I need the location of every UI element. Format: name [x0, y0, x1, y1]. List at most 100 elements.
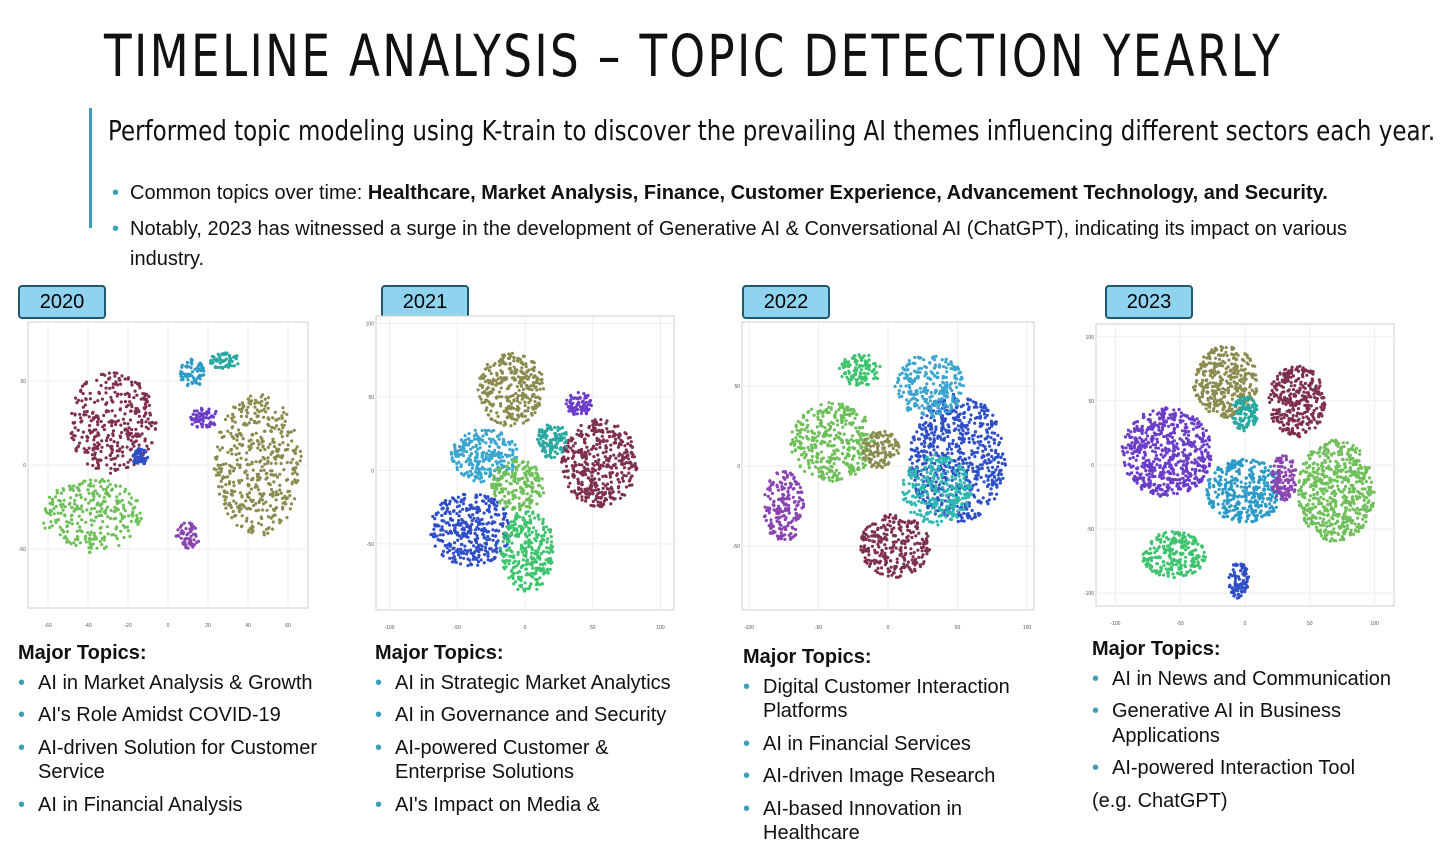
scatter-point [786, 504, 789, 507]
scatter-point [84, 537, 87, 540]
scatter-point [498, 483, 501, 486]
scatter-point [119, 530, 122, 533]
scatter-point [93, 401, 96, 404]
scatter-point [818, 475, 821, 478]
scatter-point [567, 485, 570, 488]
scatter-point [109, 472, 112, 475]
scatter-point [500, 380, 503, 383]
scatter-point [245, 458, 248, 461]
scatter-point [519, 486, 522, 489]
scatter-point [887, 574, 890, 577]
topic-item: AI in Strategic Market Analytics [375, 671, 705, 695]
scatter-point [951, 442, 954, 445]
scatter-point [256, 401, 259, 404]
scatter-point [973, 477, 976, 480]
scatter-point [986, 453, 989, 456]
scatter-point [293, 468, 296, 471]
scatter-point [954, 427, 957, 430]
scatter-point [254, 486, 257, 489]
scatter-point [88, 429, 91, 432]
scatter-point [495, 460, 498, 463]
scatter-point [540, 542, 543, 545]
scatter-point [895, 547, 898, 550]
scatter-point [606, 430, 609, 433]
scatter-point [960, 519, 963, 522]
scatter-point [232, 499, 235, 502]
scatter-point [494, 534, 497, 537]
scatter-point [572, 466, 575, 469]
scatter-point [550, 428, 553, 431]
scatter-point [86, 439, 89, 442]
scatter-point [618, 481, 621, 484]
scatter-point [459, 556, 462, 559]
scatter-point [506, 465, 509, 468]
scatter-point [118, 464, 121, 467]
scatter-point [522, 421, 525, 424]
scatter-point [285, 413, 288, 416]
scatter-point [248, 439, 251, 442]
scatter-point [100, 446, 103, 449]
scatter-point [619, 434, 622, 437]
scatter-point [281, 441, 284, 444]
scatter-point [523, 521, 526, 524]
scatter-point [236, 505, 239, 508]
scatter-point [134, 390, 137, 393]
scatter-point [488, 369, 491, 372]
scatter-point [797, 420, 800, 423]
scatter-point [550, 535, 553, 538]
scatter-point [129, 535, 132, 538]
scatter-point [581, 474, 584, 477]
scatter-point [513, 366, 516, 369]
scatter-point [849, 463, 852, 466]
scatter-point [138, 434, 141, 437]
scatter-point [968, 515, 971, 518]
scatter-point [74, 507, 77, 510]
scatter-point [947, 429, 950, 432]
scatter-point [78, 442, 81, 445]
scatter-point [123, 422, 126, 425]
scatter-point [82, 413, 85, 416]
scatter-point [497, 471, 500, 474]
scatter-point [872, 531, 875, 534]
scatter-point [115, 420, 118, 423]
scatter-point [469, 470, 472, 473]
scatter-point [485, 472, 488, 475]
scatter-point [273, 456, 276, 459]
scatter-point [127, 437, 130, 440]
scatter-point [596, 439, 599, 442]
scatter-point [478, 519, 481, 522]
scatter-point [259, 449, 262, 452]
scatter-point [787, 521, 790, 524]
scatter-point [115, 372, 118, 375]
scatter-point [993, 438, 996, 441]
scatter-point [825, 433, 828, 436]
scatter-point [475, 511, 478, 514]
scatter-point [223, 503, 226, 506]
scatter-point [500, 487, 503, 490]
scatter-point [145, 445, 148, 448]
scatter-point [271, 493, 274, 496]
scatter-point [462, 557, 465, 560]
scatter-point [236, 439, 239, 442]
scatter-point [499, 422, 502, 425]
scatter-point [209, 362, 212, 365]
scatter-point [257, 488, 260, 491]
scatter-point [284, 502, 287, 505]
scatter-point [503, 495, 506, 498]
scatter-point [541, 487, 544, 490]
scatter-point [273, 509, 276, 512]
scatter-point [269, 483, 272, 486]
scatter-point [830, 408, 833, 411]
scatter-point [299, 459, 302, 462]
scatter-point [77, 507, 80, 510]
scatter-point [89, 478, 92, 481]
scatter-point [228, 364, 231, 367]
scatter-point [446, 521, 449, 524]
scatter-point [96, 501, 99, 504]
scatter-point [507, 562, 510, 565]
scatter-point [565, 465, 568, 468]
scatter-point [531, 490, 534, 493]
scatter-point [257, 443, 260, 446]
scatter-point [230, 465, 233, 468]
scatter-point [522, 371, 525, 374]
